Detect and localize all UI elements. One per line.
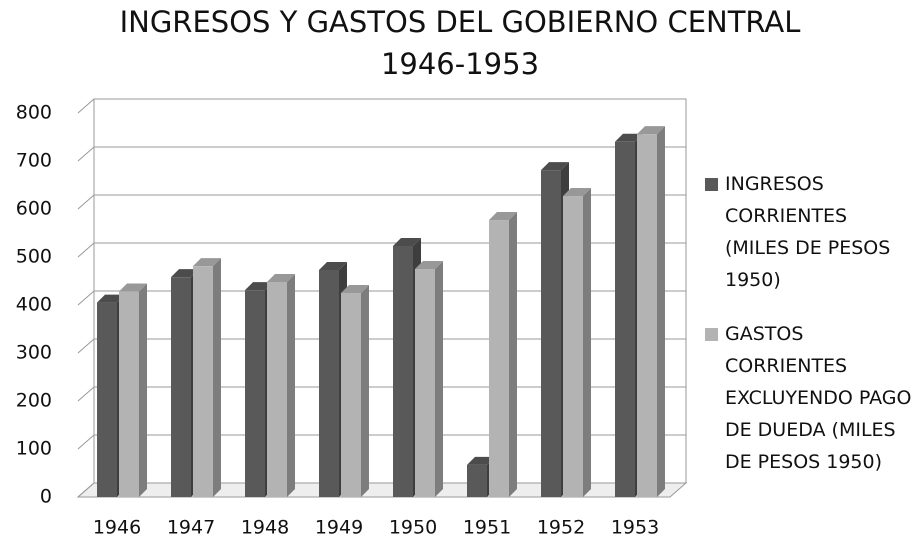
bar <box>193 258 221 497</box>
x-tick-label: 1947 <box>167 517 215 539</box>
bar-top <box>193 258 221 267</box>
bar-top <box>489 212 517 221</box>
y-tick-label: 800 <box>16 102 52 124</box>
bar-top <box>245 282 273 291</box>
x-tick-label: 1948 <box>241 517 289 539</box>
grid-line <box>77 146 686 162</box>
bar-top <box>319 261 347 270</box>
y-tick-label: 600 <box>16 198 52 220</box>
legend-item: GASTOS CORRIENTES EXCLUYENDO PAGO DE DUE… <box>705 318 915 478</box>
legend-item: INGRESOS CORRIENTES (MILES DE PESOS 1950… <box>705 168 915 296</box>
bar-side <box>361 285 369 497</box>
legend-swatch <box>705 178 718 191</box>
bar-top <box>467 456 495 465</box>
bar-top <box>541 162 569 171</box>
x-tick-label: 1953 <box>611 517 659 539</box>
bar-top <box>615 133 643 142</box>
y-tick-label: 300 <box>16 342 52 364</box>
bar-front <box>563 196 583 498</box>
bar-top <box>415 261 443 269</box>
bar-top <box>119 283 147 292</box>
legend-swatch <box>705 328 718 341</box>
y-tick-label: 700 <box>16 150 52 172</box>
bar-top <box>563 188 591 197</box>
bar-front <box>541 170 561 497</box>
grid-line <box>77 194 686 210</box>
grid-line <box>77 386 686 402</box>
x-tick-label: 1952 <box>537 517 585 539</box>
legend-label: INGRESOS CORRIENTES (MILES DE PESOS 1950… <box>725 173 891 291</box>
bar-top <box>267 273 295 282</box>
bar-side <box>509 212 517 498</box>
bar-front <box>193 266 213 497</box>
legend-label: GASTOS CORRIENTES EXCLUYENDO PAGO DE DUE… <box>725 323 912 473</box>
bar <box>341 285 369 497</box>
bar-front <box>341 293 361 497</box>
bar-top <box>637 126 665 135</box>
bar-front <box>245 290 265 497</box>
bar-top <box>97 294 125 303</box>
y-tick-label: 200 <box>16 390 52 412</box>
bar-side <box>287 273 295 497</box>
bar <box>119 283 147 497</box>
bar-top <box>393 237 421 246</box>
bar-side <box>583 188 591 498</box>
x-tick-label: 1949 <box>315 517 363 539</box>
chart-title: INGRESOS Y GASTOS DEL GOBIERNO CENTRAL <box>120 5 801 39</box>
bar-front <box>415 269 435 497</box>
bar <box>489 212 517 498</box>
bar-side <box>435 261 443 497</box>
bar-front <box>119 291 139 497</box>
bar-front <box>393 245 413 497</box>
bar-side <box>213 258 221 497</box>
bar-top <box>171 269 199 278</box>
bar <box>267 273 295 497</box>
bar <box>563 188 591 498</box>
grid-line <box>77 98 686 114</box>
bar <box>637 126 665 498</box>
grid-line <box>77 290 686 306</box>
bar-front <box>489 220 509 498</box>
grid-line <box>77 242 686 258</box>
bar-front <box>467 464 487 497</box>
bar <box>415 261 443 497</box>
bar-front <box>637 134 657 497</box>
bar-side <box>139 283 147 497</box>
grid-line <box>77 434 686 450</box>
x-tick-label: 1946 <box>93 517 141 539</box>
legend: INGRESOS CORRIENTES (MILES DE PESOS 1950… <box>705 168 915 500</box>
y-tick-label: 400 <box>16 294 52 316</box>
y-tick-label: 100 <box>16 438 52 460</box>
bar-front <box>97 302 117 497</box>
bar-front <box>171 277 191 497</box>
y-tick-label: 0 <box>40 486 52 508</box>
bar-top <box>341 285 369 293</box>
bar-side <box>657 126 665 498</box>
x-tick-label: 1950 <box>389 517 437 539</box>
bar-front <box>267 281 287 497</box>
x-tick-label: 1951 <box>463 517 511 539</box>
grid-line <box>77 338 686 354</box>
y-tick-label: 500 <box>16 246 52 268</box>
chart-subtitle: 1946-1953 <box>381 47 539 81</box>
floor <box>76 482 688 498</box>
bar-front <box>319 269 339 497</box>
bar-front <box>615 141 635 498</box>
